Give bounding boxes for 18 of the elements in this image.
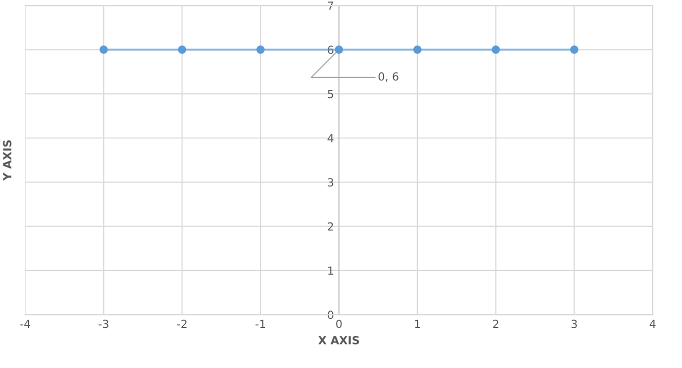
y-tick-label: 5 [328,90,334,98]
y-tick-label: 3 [328,178,334,187]
y-tick-label: 1 [328,266,334,275]
annotation: 0, 6 [378,72,398,82]
y-tick-label: 6 [328,46,334,54]
x-tick-label: -1 [256,320,266,328]
x-tick-label: 1 [415,320,420,328]
x-tick-label: 0 [336,320,342,328]
x-tick-label: -3 [98,320,108,328]
x-tick-label: 2 [493,320,498,328]
x-tick-label: 4 [650,320,656,328]
x-tick-label: 3 [572,320,577,328]
x-tick-label: -2 [177,320,187,328]
x-tick-label: -4 [20,320,30,328]
y-tick-label: 2 [328,222,333,231]
y-tick-label: 4 [328,134,334,142]
x-axis-title: X AXIS [318,336,360,344]
y-axis-title: Y AXIS [3,140,12,181]
